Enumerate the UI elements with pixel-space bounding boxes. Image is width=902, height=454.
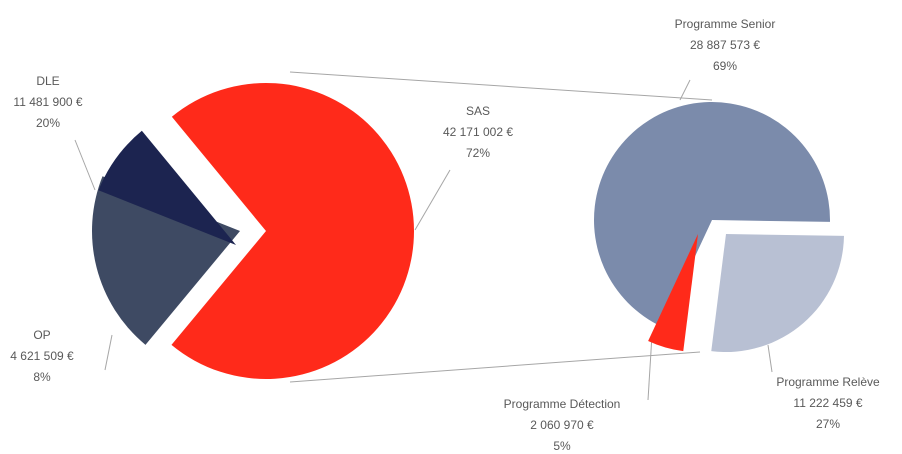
pie-slice <box>711 234 844 352</box>
slice-label: Programme Senior <box>675 17 776 31</box>
leader-line <box>414 169 451 231</box>
percent-label: 27% <box>816 417 840 431</box>
connector-line <box>289 351 701 383</box>
amount-label: 11 222 459 € <box>793 396 863 410</box>
slice-label: SAS <box>466 104 490 118</box>
leader-line <box>74 139 96 191</box>
connector-line <box>289 71 713 101</box>
leader-line <box>767 344 773 373</box>
percent-label: 20% <box>36 116 60 130</box>
percent-label: 69% <box>713 59 737 73</box>
amount-label: 11 481 900 € <box>13 95 83 109</box>
amount-label: 42 171 002 € <box>443 125 513 139</box>
pie-slice <box>594 101 830 327</box>
pie-slice <box>98 130 237 245</box>
amount-label: 28 887 573 € <box>690 38 760 52</box>
slice-label: Programme Relève <box>776 375 880 389</box>
slice-label: Programme Détection <box>504 397 621 411</box>
slice-label: OP <box>33 328 50 342</box>
amount-label: 2 060 970 € <box>530 418 594 432</box>
percent-label: 8% <box>33 370 51 384</box>
percent-label: 5% <box>553 439 571 453</box>
leader-line <box>679 79 691 101</box>
leader-line <box>104 334 113 371</box>
slice-label: DLE <box>36 74 59 88</box>
percent-label: 72% <box>466 146 490 160</box>
leader-line <box>647 334 653 401</box>
pie-slice <box>648 234 698 352</box>
amount-label: 4 621 509 € <box>10 349 74 363</box>
pie-slice <box>171 82 415 379</box>
